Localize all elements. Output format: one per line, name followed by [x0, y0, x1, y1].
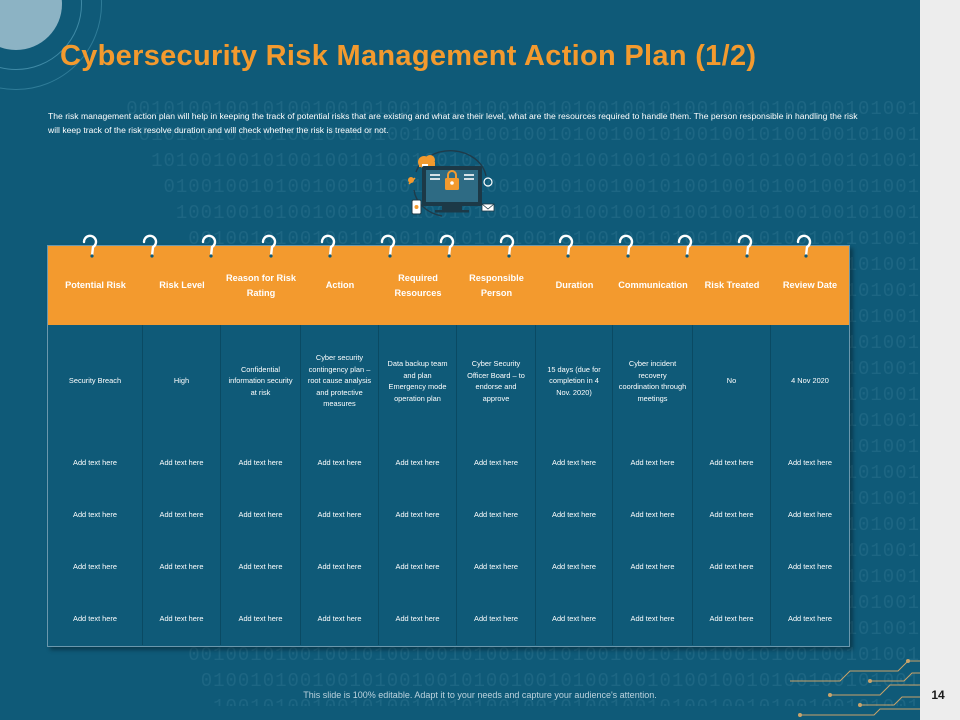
binder-ring-icon	[380, 234, 395, 258]
column-header: Required Resources	[394, 272, 442, 298]
table-cell: Add text here	[221, 437, 301, 489]
binder-ring-icon	[82, 234, 98, 258]
table-cell: Add text here	[457, 593, 536, 645]
table-cell: No	[693, 325, 771, 437]
table-cell: Add text here	[301, 489, 379, 541]
column-header: Risk Level	[159, 280, 205, 290]
footer-note: This slide is 100% editable. Adapt it to…	[303, 690, 657, 700]
side-strip	[920, 0, 960, 720]
column-header: Reason for Risk Rating	[226, 272, 296, 298]
column-header: Action	[325, 280, 355, 290]
table-row: Add text here Add text here Add text here A…	[48, 541, 849, 593]
table-row: Add text here Add text here Add text here A…	[48, 593, 849, 645]
cyber-security-laptop-icon	[408, 150, 495, 217]
column-header: Risk Treated	[704, 280, 760, 290]
intro-paragraph: The risk management action plan will hel…	[48, 111, 858, 135]
table-cell: Add text here	[379, 593, 457, 645]
table-cell: Add text here	[457, 437, 536, 489]
table-body: Security Breach High Confidential informat…	[48, 325, 849, 645]
table-cell: Add text here	[536, 541, 613, 593]
page-number: 14	[931, 688, 945, 702]
table-cell: Add text here	[143, 593, 221, 645]
column-header: Responsible Person	[469, 272, 524, 298]
binder-ring-icon	[677, 234, 693, 258]
table-cell: Add text here	[788, 458, 832, 468]
table-cell: Add text here	[221, 489, 301, 541]
binder-ring-icon	[320, 234, 336, 258]
table-cell: Add text here	[536, 489, 613, 541]
table-cell: Add text here	[221, 593, 301, 645]
table-cell: Data backup team and plan Emergency mode…	[379, 325, 457, 437]
circuit-lines-icon	[790, 659, 920, 717]
slide: 0010100100101001001010010010100100101001…	[0, 0, 920, 720]
table-cell: Add text here	[613, 489, 693, 541]
table-cell: Add text here	[536, 593, 613, 645]
slide-title: Cybersecurity Risk Management Action Pla…	[60, 40, 757, 72]
table-row: Add text here Add text here Add text here A…	[48, 437, 849, 489]
table-cell: 4 Nov 2020	[791, 376, 829, 386]
table-cell: Cyber security contingency plan – root c…	[301, 325, 379, 437]
table-cell: Add text here	[48, 437, 143, 489]
table-cell: Add text here	[379, 541, 457, 593]
binder-ring-icon	[142, 234, 157, 258]
table-cell: Add text here	[48, 541, 143, 593]
table-cell: Add text here	[379, 489, 457, 541]
table-cell: Security Breach	[48, 325, 143, 437]
table-row: Security Breach High Confidential informat…	[48, 325, 849, 437]
binder-ring-icon	[201, 234, 217, 258]
table-cell: Add text here	[693, 593, 771, 645]
table-cell: Add text here	[143, 489, 221, 541]
binder-ring-icon	[439, 234, 455, 258]
table-cell: Add text here	[48, 593, 143, 645]
table-cell: Add text here	[693, 489, 771, 541]
binder-ring-icon	[796, 234, 812, 258]
table-cell: Add text here	[143, 437, 221, 489]
table-cell: Add text here	[48, 489, 143, 541]
table-cell: High	[143, 325, 221, 437]
column-header: Review Date	[782, 280, 838, 290]
table-cell: Confidential information security at ris…	[221, 325, 301, 437]
table-cell: Cyber incident recovery coordination thr…	[613, 325, 693, 437]
table-cell: Add text here	[301, 437, 379, 489]
table-cell: Add text here	[788, 510, 832, 520]
table-cell: Add text here	[457, 489, 536, 541]
column-header: Communication	[618, 280, 688, 290]
table-cell: Add text here	[613, 541, 693, 593]
table-cell: 15 days (due for completion in 4 Nov. 20…	[536, 325, 613, 437]
table-cell: Add text here	[379, 437, 457, 489]
table-cell: Add text here	[788, 562, 832, 572]
table-cell: Add text here	[536, 437, 613, 489]
binder-ring-icon	[261, 234, 276, 258]
binder-ring-icon	[737, 234, 752, 258]
binder-ring-icon	[618, 234, 633, 258]
table-cell: Cyber Security Officer Board – to endors…	[457, 325, 536, 437]
column-header: Duration	[555, 280, 594, 290]
binder-ring-icon	[499, 234, 514, 258]
table-cell: Add text here	[457, 541, 536, 593]
table-cell: Add text here	[788, 614, 832, 624]
table-cell: Add text here	[693, 541, 771, 593]
table-cell: Add text here	[301, 593, 379, 645]
table-cell: Add text here	[693, 437, 771, 489]
column-header: Potential Risk	[65, 280, 126, 290]
action-plan-table: Potential Risk Risk Level Reason for Risk …	[47, 245, 850, 647]
table-header-row: Potential Risk Risk Level Reason for Risk …	[48, 246, 849, 325]
table-cell: Add text here	[301, 541, 379, 593]
table-cell: Add text here	[613, 437, 693, 489]
binder-ring-icon	[558, 234, 574, 258]
table-row: Add text here Add text here Add text here A…	[48, 489, 849, 541]
table-cell: Add text here	[221, 541, 301, 593]
table-cell: Add text here	[613, 593, 693, 645]
table-cell: Add text here	[143, 541, 221, 593]
